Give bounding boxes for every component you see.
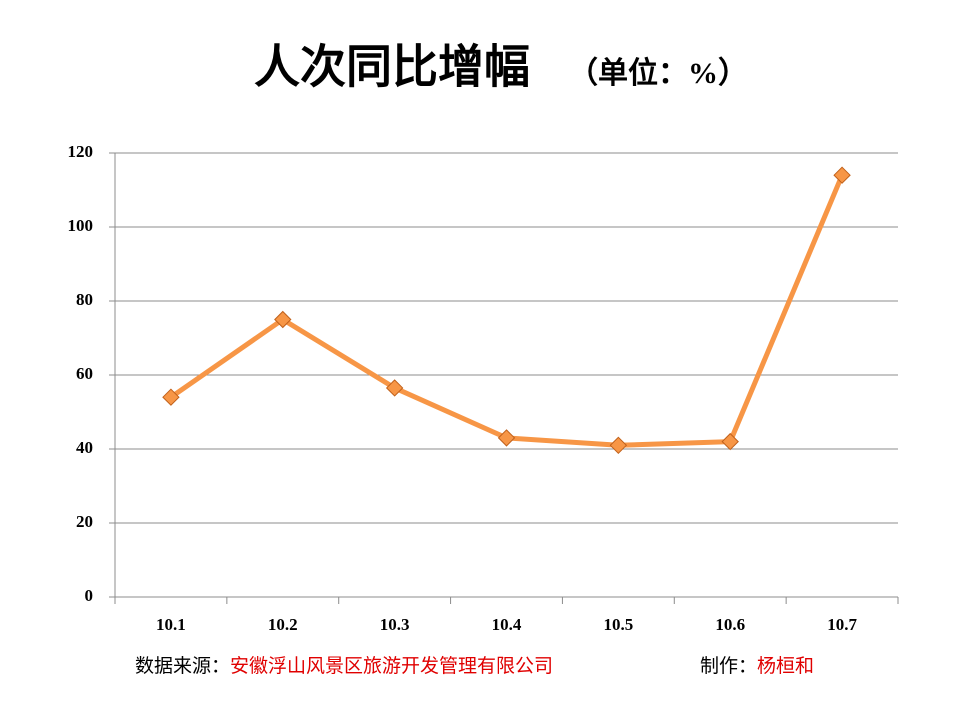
y-tick-label: 100 bbox=[68, 216, 94, 235]
data-point bbox=[162, 388, 180, 406]
data-point bbox=[833, 166, 851, 184]
data-point bbox=[497, 429, 516, 447]
x-tick-label: 10.3 bbox=[380, 615, 410, 634]
data-point bbox=[274, 310, 292, 329]
x-tick-label: 10.5 bbox=[603, 615, 633, 634]
x-tick-label: 10.4 bbox=[492, 615, 522, 634]
x-tick-label: 10.2 bbox=[268, 615, 298, 634]
x-tick-label: 10.1 bbox=[156, 615, 186, 634]
y-tick-label: 0 bbox=[85, 586, 94, 605]
footer: 数据来源：安徽浮山风景区旅游开发管理有限公司 制作：杨桓和 bbox=[135, 655, 814, 677]
source: 安徽浮山风景区旅游开发管理有限公司 bbox=[230, 655, 553, 677]
y-tick-label: 40 bbox=[76, 438, 93, 457]
y-tick-label: 120 bbox=[68, 142, 94, 161]
y-tick-label: 20 bbox=[76, 512, 93, 531]
data-point bbox=[721, 432, 739, 451]
author-label: 制作： bbox=[700, 655, 757, 677]
chart-title: 人次同比增幅 bbox=[254, 42, 530, 93]
x-tick-label: 10.7 bbox=[827, 615, 857, 634]
data-point bbox=[609, 436, 628, 455]
source-label: 数据来源： bbox=[135, 655, 230, 677]
author: 杨桓和 bbox=[757, 655, 814, 677]
y-tick-label: 60 bbox=[76, 364, 93, 383]
data-point bbox=[385, 379, 404, 397]
chart-unit: （单位：%） bbox=[568, 56, 748, 90]
x-tick-label: 10.6 bbox=[715, 615, 745, 634]
series-line bbox=[169, 174, 845, 448]
y-tick-label: 80 bbox=[76, 290, 93, 309]
